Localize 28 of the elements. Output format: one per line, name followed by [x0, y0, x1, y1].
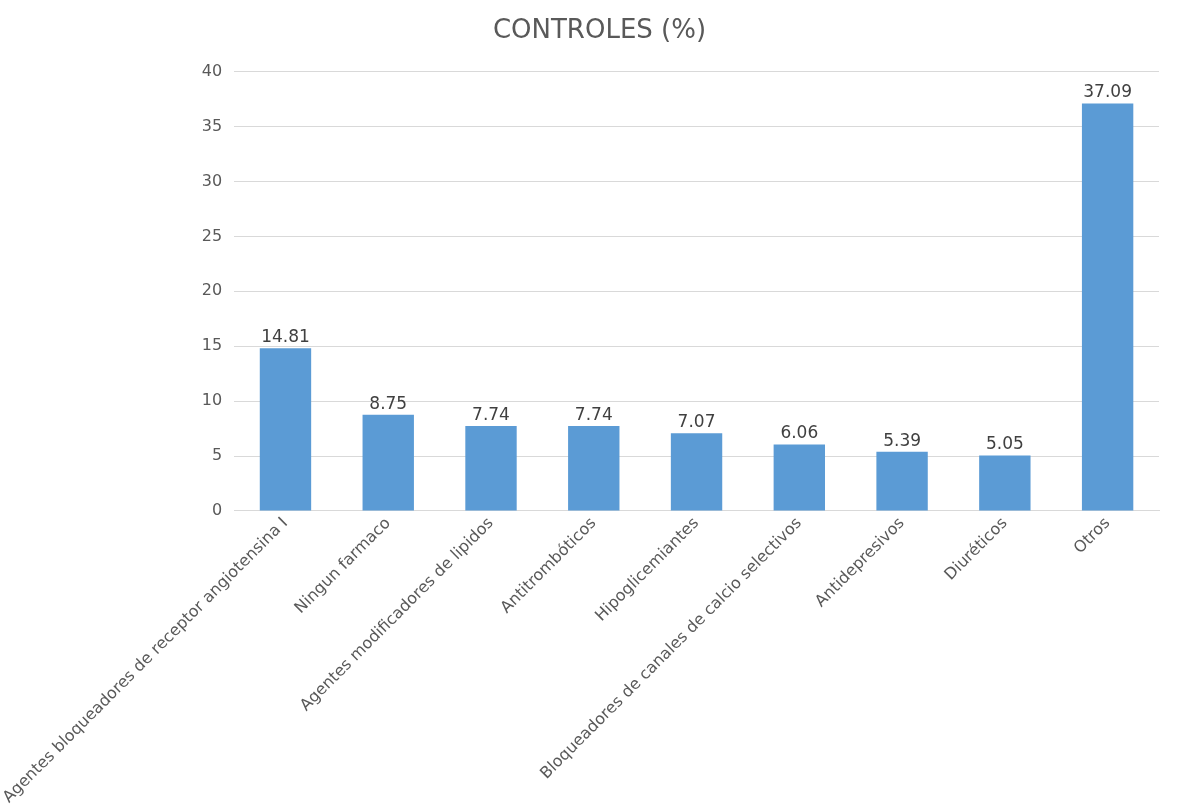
- data-label: 7.07: [677, 411, 716, 432]
- bar: [568, 425, 620, 511]
- bar: [876, 451, 928, 511]
- bar: [670, 433, 723, 511]
- data-label: 7.74: [574, 403, 613, 424]
- y-tick-label: 40: [201, 60, 223, 80]
- y-tick-label: 10: [201, 390, 223, 410]
- y-tick-label: 20: [201, 280, 223, 300]
- bar: [465, 425, 517, 511]
- bar: [773, 444, 825, 511]
- y-tick-label: 25: [201, 225, 223, 245]
- data-label: 6.06: [780, 422, 819, 443]
- data-label: 8.75: [369, 392, 408, 413]
- y-tick-label: 0: [211, 500, 223, 520]
- y-tick-label: 35: [201, 115, 223, 135]
- data-label: 7.74: [472, 403, 510, 424]
- bar: [259, 348, 312, 511]
- bar: [362, 414, 414, 511]
- data-label: 14.81: [261, 326, 310, 347]
- data-label: 5.05: [985, 433, 1024, 454]
- y-tick-label: 5: [211, 445, 223, 465]
- data-label: 37.09: [1083, 81, 1132, 102]
- y-tick-label: 15: [201, 335, 223, 355]
- chart-title: CONTROLES (%): [491, 13, 708, 46]
- data-label: 5.39: [883, 429, 922, 450]
- y-tick-label: 30: [201, 170, 223, 190]
- bar: [979, 455, 1031, 511]
- bar: [1081, 103, 1134, 511]
